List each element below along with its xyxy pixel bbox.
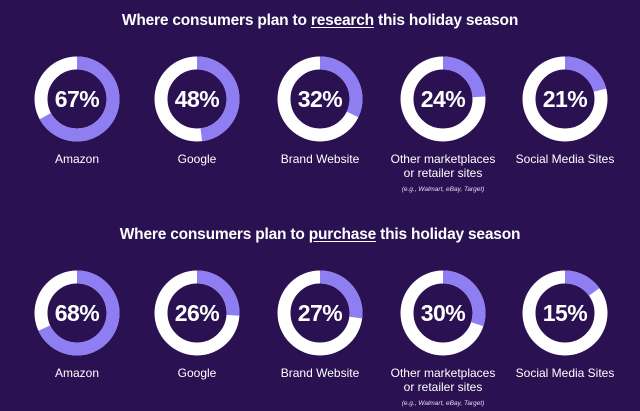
donut-chart: 32% [276,55,364,143]
title-prefix: Where consumers plan to [119,226,309,243]
donut-value-arc [34,270,120,356]
chart-title: Where consumers plan to research this ho… [0,12,640,30]
category-label: Other marketplaces or retailer sites [390,152,496,180]
title-suffix: this holiday season [373,12,519,29]
category-label: Brand Website [280,152,360,166]
percent-label: 67% [54,86,100,112]
percent-label: 30% [420,300,466,326]
donut-value-arc [400,56,486,142]
donut-value-arc [400,270,486,356]
category-label: Social Media Sites [515,152,615,166]
category-label: Amazon [54,152,100,166]
donut-chart: 68% [33,269,121,357]
donut-chart: 67% [33,55,121,143]
donut-chart: 26% [153,269,241,357]
donut-chart: 15% [521,269,609,357]
percent-label: 48% [174,86,220,112]
donut-value-arc [522,270,608,356]
donut-svg [277,56,363,142]
example-note: (e.g., Walmart, eBay, Target) [401,400,485,407]
title-prefix: Where consumers plan to [121,12,311,29]
category-label: Amazon [54,366,100,380]
percent-label: 68% [54,300,100,326]
donut-value-arc [154,270,240,356]
donut-svg [522,56,608,142]
donut-svg [400,56,486,142]
percent-label: 15% [542,300,588,326]
chart-title: Where consumers plan to purchase this ho… [0,226,640,244]
donut-svg [34,56,120,142]
percent-label: 26% [174,300,220,326]
title-keyword: purchase [308,226,377,243]
percent-label: 27% [297,300,343,326]
category-label: Social Media Sites [515,366,615,380]
donut-svg [277,270,363,356]
category-label: Google [177,366,217,380]
donut-chart: 30% [399,269,487,357]
category-label: Brand Website [280,366,360,380]
donut-chart: 24% [399,55,487,143]
donut-svg [154,56,240,142]
donut-value-arc [277,56,363,142]
donut-value-arc [522,56,608,142]
donut-svg [522,270,608,356]
percent-label: 32% [297,86,343,112]
category-label: Other marketplaces or retailer sites [390,366,496,394]
title-keyword: research [310,12,374,29]
category-label: Google [177,152,217,166]
donut-svg [154,270,240,356]
donut-svg [34,270,120,356]
donut-chart: 27% [276,269,364,357]
donut-svg [400,270,486,356]
donut-chart: 48% [153,55,241,143]
donut-value-arc [277,270,363,356]
percent-label: 24% [420,86,466,112]
title-suffix: this holiday season [376,226,521,243]
donut-chart: 21% [521,55,609,143]
donut-value-arc [34,56,120,142]
percent-label: 21% [542,86,588,112]
example-note: (e.g., Walmart, eBay, Target) [401,186,485,193]
donut-value-arc [154,56,240,142]
